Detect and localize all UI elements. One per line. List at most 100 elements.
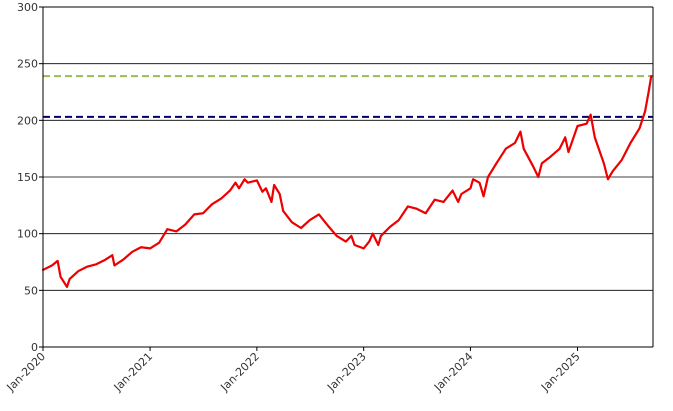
- data-point: [234, 182, 237, 184]
- data-point: [590, 114, 592, 116]
- data-point: [350, 235, 352, 237]
- data-point: [451, 190, 454, 192]
- data-point: [69, 278, 71, 280]
- data-point: [291, 221, 293, 223]
- data-point: [220, 197, 222, 200]
- y-tick-label: 250: [17, 58, 38, 71]
- x-tick-label: Jan-2020: [4, 350, 48, 394]
- data-point: [612, 170, 614, 172]
- data-point: [318, 213, 320, 215]
- data-point: [603, 162, 605, 164]
- data-point: [59, 276, 62, 278]
- data-point: [519, 131, 522, 133]
- data-point: [621, 159, 623, 161]
- data-point: [238, 187, 240, 189]
- data-point: [594, 136, 596, 138]
- data-point: [442, 201, 445, 203]
- data-point: [282, 210, 284, 212]
- data-point: [193, 213, 195, 215]
- data-point: [113, 264, 115, 266]
- data-point: [567, 151, 570, 153]
- data-point: [457, 201, 459, 203]
- data-point: [104, 259, 106, 261]
- reference-lines: [43, 75, 653, 118]
- data-point: [86, 265, 89, 268]
- data-point: [265, 187, 267, 189]
- data-point: [273, 184, 275, 186]
- data-point: [229, 190, 231, 192]
- series-line-0: [41, 75, 653, 289]
- data-point: [505, 148, 507, 150]
- data-point: [638, 127, 641, 129]
- data-point: [336, 235, 338, 237]
- y-tick-label: 100: [17, 228, 38, 241]
- data-point: [158, 242, 160, 244]
- data-point: [483, 195, 485, 197]
- data-point: [363, 247, 365, 249]
- x-tick-label: Jan-2021: [111, 350, 155, 394]
- data-point: [434, 199, 436, 201]
- data-point: [51, 264, 53, 266]
- x-tick-label: Jan-2024: [431, 350, 475, 394]
- data-point: [368, 241, 370, 243]
- data-point: [57, 260, 59, 262]
- data-point: [416, 208, 418, 210]
- data-point: [650, 75, 652, 77]
- data-point: [472, 178, 474, 180]
- y-tick-label: 150: [17, 171, 38, 184]
- data-point: [469, 187, 472, 189]
- data-point: [523, 148, 525, 150]
- data-point: [564, 136, 566, 138]
- data-point: [202, 212, 204, 214]
- data-point: [380, 235, 382, 237]
- data-point: [425, 212, 427, 214]
- data-point: [309, 219, 311, 221]
- data-point: [243, 178, 246, 180]
- data-point: [247, 182, 249, 184]
- data-point: [377, 244, 379, 246]
- y-tick-labels: 0 50 100 150 200 250 300: [17, 1, 38, 354]
- data-point: [537, 176, 539, 178]
- data-point: [122, 259, 124, 261]
- data-point: [532, 165, 534, 167]
- data-point: [184, 224, 186, 226]
- data-point: [644, 110, 646, 112]
- data-point: [149, 247, 151, 249]
- grid-lines: [43, 6, 653, 291]
- data-point: [279, 193, 281, 195]
- data-point: [389, 226, 391, 228]
- y-tick-label: 0: [31, 341, 38, 354]
- data-point: [550, 156, 552, 158]
- data-point: [77, 270, 80, 272]
- y-tick-label: 300: [17, 1, 38, 14]
- data-point: [541, 162, 543, 164]
- data-point: [166, 228, 168, 230]
- data-point: [345, 241, 347, 243]
- data-point: [460, 193, 462, 195]
- data-point: [514, 142, 516, 144]
- data-point: [327, 225, 329, 227]
- data-point: [372, 233, 374, 235]
- data-point: [576, 125, 579, 127]
- y-tick-label: 50: [24, 284, 38, 297]
- x-tick-label: Jan-2022: [217, 350, 261, 394]
- data-point: [496, 161, 498, 163]
- data-point: [111, 254, 113, 256]
- data-point: [478, 182, 481, 184]
- data-point: [648, 91, 650, 93]
- data-point: [407, 205, 409, 208]
- x-tick-labels: Jan-2020 Jan-2021 Jan-2022 Jan-2023 Jan-2024…: [4, 350, 583, 394]
- data-point: [140, 246, 142, 248]
- axes: [39, 6, 654, 351]
- data-point: [66, 286, 68, 288]
- data-point: [95, 263, 97, 265]
- data-point: [256, 179, 258, 181]
- data-point: [131, 251, 133, 253]
- data-point: [211, 203, 213, 205]
- data-point: [559, 148, 561, 150]
- data-point: [353, 244, 356, 246]
- x-tick-label: Jan-2025: [538, 350, 582, 394]
- data-point: [585, 123, 588, 125]
- data-point: [270, 201, 273, 203]
